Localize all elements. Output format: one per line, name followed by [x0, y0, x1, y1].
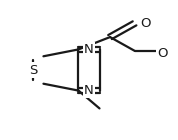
Text: N: N: [84, 84, 94, 97]
Text: S: S: [29, 64, 37, 76]
Text: N: N: [84, 43, 94, 56]
Text: O: O: [157, 47, 168, 60]
Text: O: O: [140, 17, 150, 30]
